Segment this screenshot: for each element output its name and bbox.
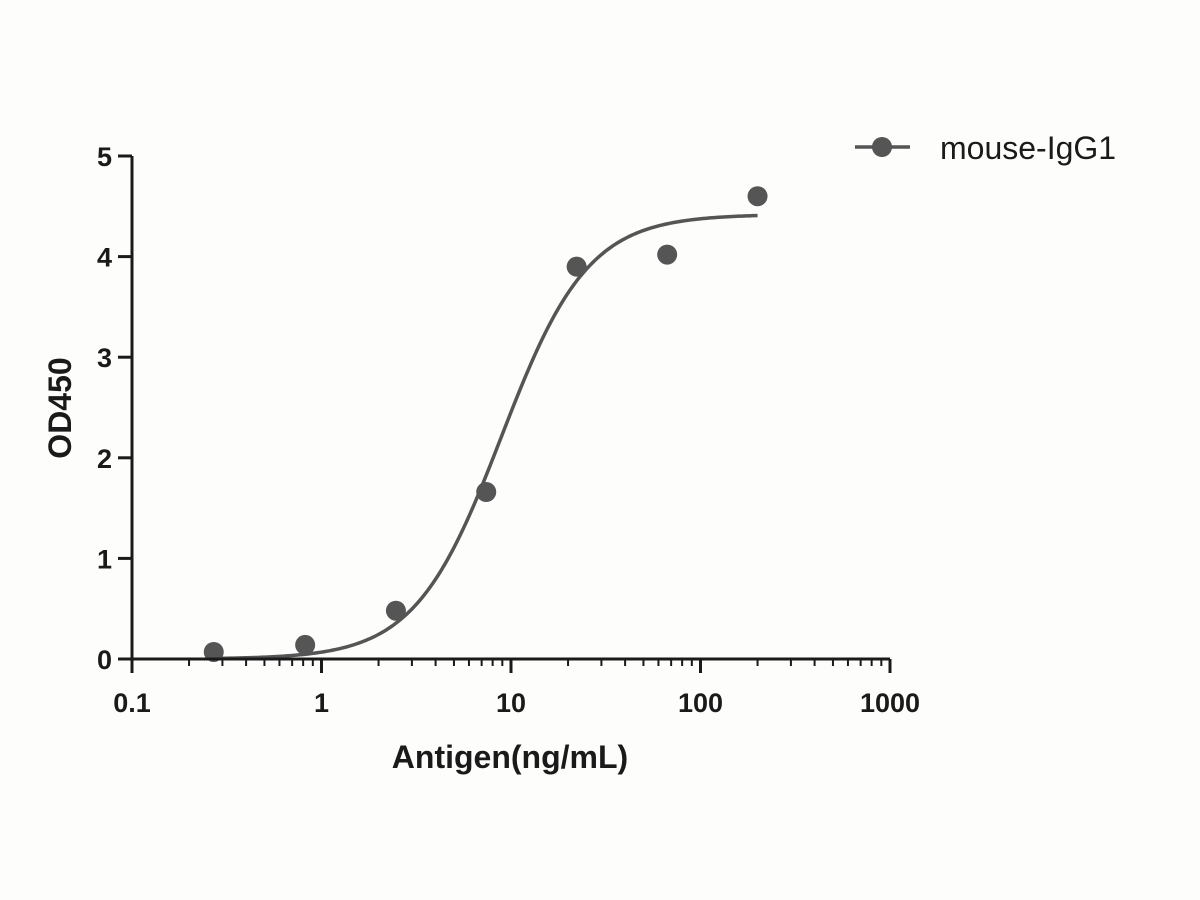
data-point [476, 482, 497, 503]
x-tick-label: 1 [314, 688, 329, 718]
x-tick-label: 1000 [860, 688, 920, 718]
data-point [203, 641, 224, 662]
data-point [566, 256, 587, 277]
y-axis-title: OD450 [42, 357, 78, 458]
x-axis-title: Antigen(ng/mL) [392, 739, 628, 775]
y-tick-label: 5 [97, 142, 112, 172]
plot-area [203, 186, 768, 662]
y-tick-label: 4 [97, 243, 112, 273]
y-tick-label: 3 [97, 343, 112, 373]
data-point [295, 634, 316, 655]
legend-marker [872, 137, 892, 157]
x-tick-label: 100 [678, 688, 723, 718]
x-axis: 0.1 1 10 100 1000 [113, 657, 920, 718]
x-ticks: 0.1 1 10 100 1000 [113, 659, 920, 718]
y-ticks: 0 1 2 3 4 5 [97, 142, 132, 675]
fit-curve [213, 213, 758, 661]
y-tick-label: 0 [97, 645, 112, 675]
data-point [747, 186, 768, 207]
data-point [657, 244, 678, 265]
legend-label: mouse-IgG1 [940, 130, 1116, 166]
data-points [203, 186, 768, 662]
x-tick-label: 0.1 [113, 688, 151, 718]
legend: mouse-IgG1 [855, 130, 1116, 166]
x-tick-label: 10 [496, 688, 526, 718]
y-axis: 0 1 2 3 4 5 [97, 142, 134, 675]
y-tick-label: 1 [97, 544, 112, 574]
y-tick-label: 2 [97, 444, 112, 474]
data-point [385, 600, 406, 621]
